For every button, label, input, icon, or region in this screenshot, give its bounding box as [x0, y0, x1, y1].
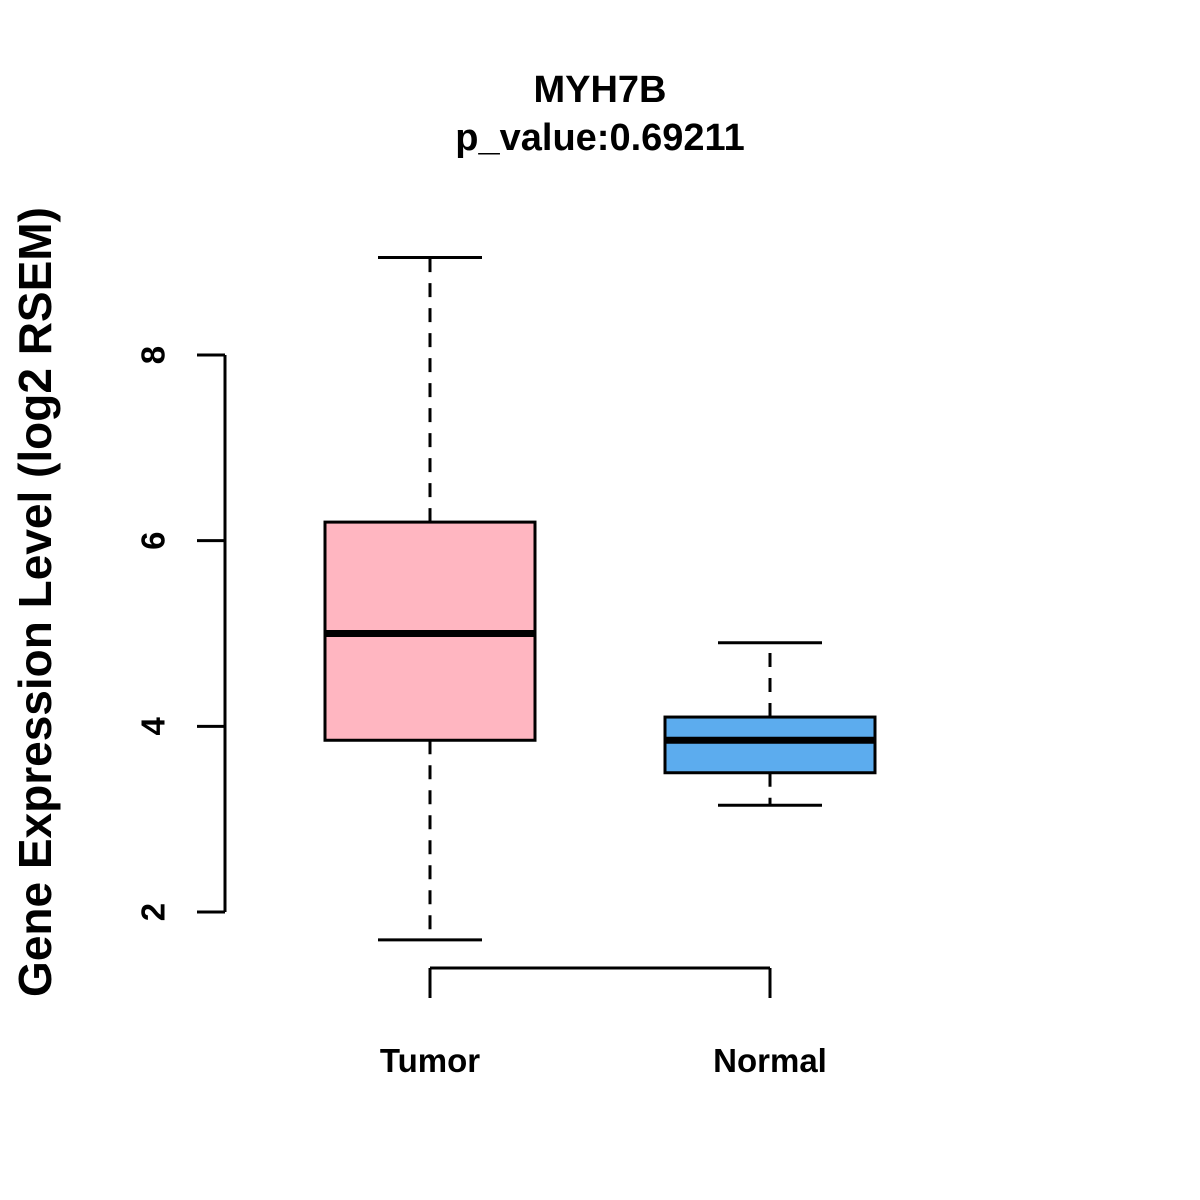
y-axis-tick-label: 4: [135, 717, 172, 736]
chart-subtitle: p_value:0.69211: [455, 117, 745, 159]
category-label-tumor: Tumor: [380, 1042, 480, 1079]
y-axis-tick-label: 8: [135, 346, 172, 364]
chart-title: MYH7B: [533, 69, 667, 111]
box-normal: [663, 715, 877, 775]
category-label-normal: Normal: [713, 1042, 827, 1079]
y-axis-tick-label: 2: [135, 903, 172, 921]
y-axis-tick-label: 6: [135, 531, 172, 549]
